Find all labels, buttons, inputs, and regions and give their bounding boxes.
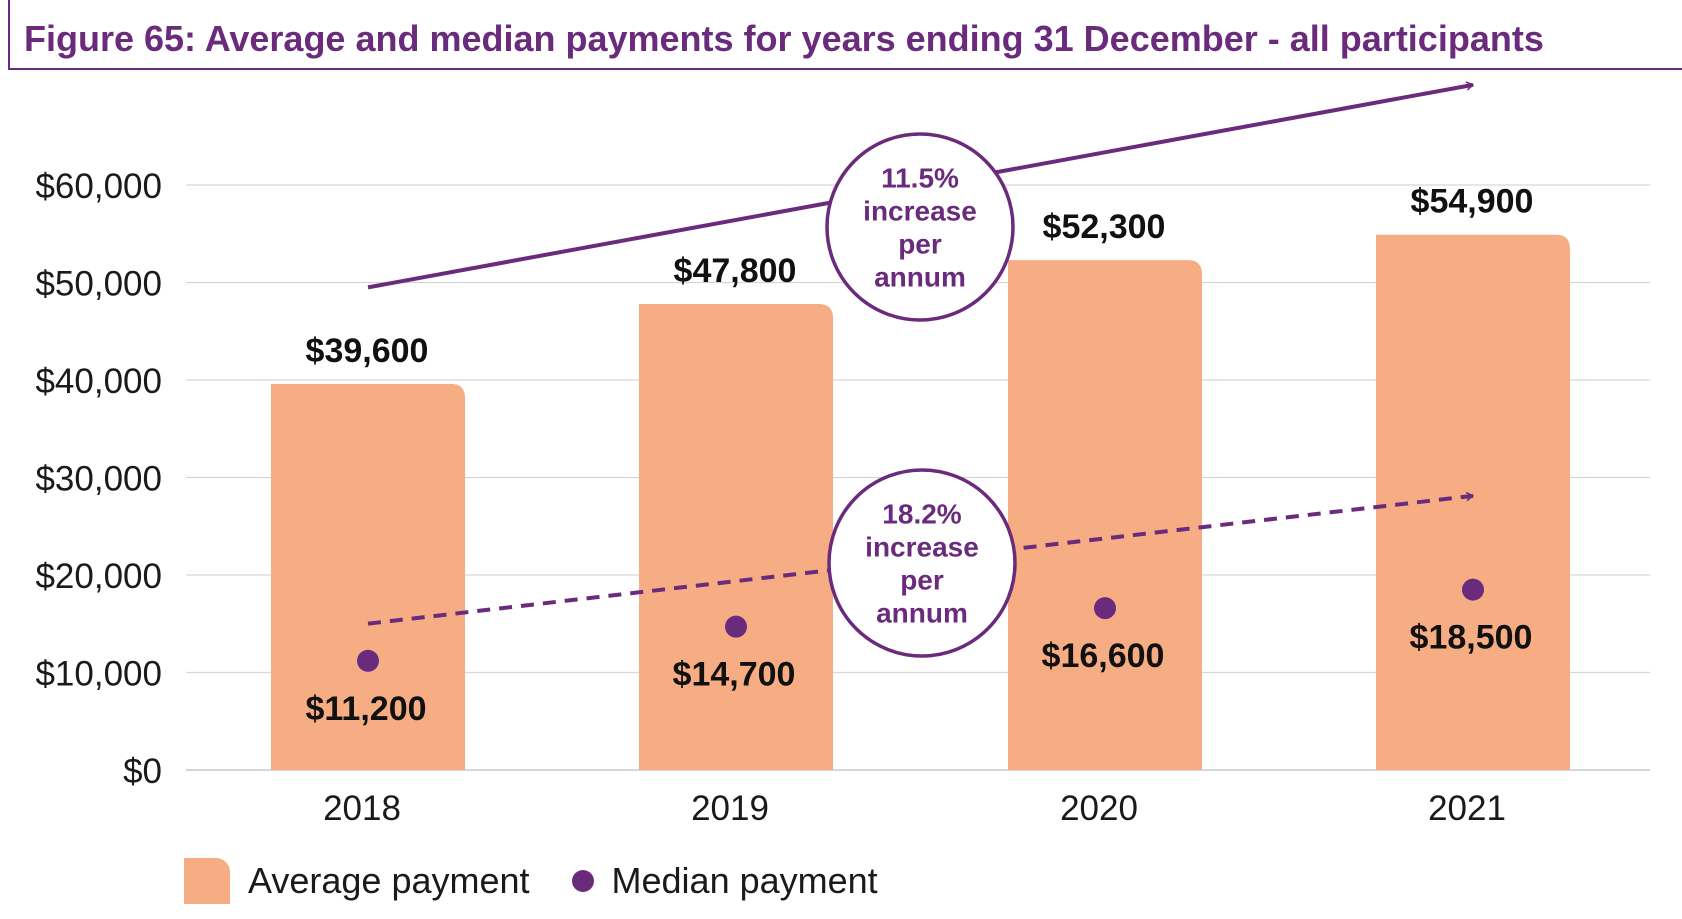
growth-annotation-circle: [827, 468, 1017, 658]
growth-annotation-text: annum: [876, 598, 968, 629]
bar-value-label: $52,300: [1043, 208, 1166, 246]
growth-annotation-text: 18.2%: [882, 499, 961, 530]
growth-annotation-circle: [825, 132, 1015, 322]
growth-annotation-text: 11.5%: [881, 163, 959, 194]
y-tick-label: $0: [123, 752, 162, 791]
y-tick-label: $40,000: [35, 362, 162, 401]
x-tick-label: 2019: [691, 789, 769, 828]
y-tick-label: $10,000: [35, 655, 162, 694]
x-tick-label: 2020: [1060, 789, 1138, 828]
figure-title: Figure 65: Average and median payments f…: [24, 18, 1544, 59]
median-point: [357, 649, 379, 672]
median-value-label: $11,200: [305, 690, 426, 728]
median-point: [1094, 597, 1116, 620]
growth-annotation-text: per: [900, 565, 944, 596]
legend-swatch-average: [184, 858, 230, 904]
bar-average-payment: [271, 383, 465, 770]
legend-swatch-median: [571, 870, 594, 892]
median-value-label: $16,600: [1042, 637, 1165, 675]
chart-legend: Average payment Median payment: [184, 858, 920, 904]
bar-average-payment: [1376, 234, 1570, 771]
x-tick-label: 2021: [1428, 789, 1506, 828]
growth-annotation-text: increase: [863, 196, 977, 227]
legend-item-average: Average payment: [184, 858, 530, 904]
median-point: [725, 615, 747, 638]
bar-average-payment: [639, 303, 833, 770]
bar-value-label: $54,900: [1411, 183, 1534, 221]
y-tick-label: $60,000: [35, 167, 162, 206]
growth-annotation-text: increase: [865, 532, 979, 563]
median-point: [1462, 578, 1484, 601]
growth-annotation-text: annum: [874, 262, 966, 293]
figure-header: Figure 65: Average and median payments f…: [8, 0, 1682, 70]
y-tick-label: $20,000: [35, 557, 162, 596]
y-tick-label: $50,000: [35, 265, 162, 304]
bar-average-payment: [1008, 260, 1202, 770]
legend-item-median: Median payment: [571, 860, 878, 902]
median-value-label: $18,500: [1410, 619, 1533, 657]
median-value-label: $14,700: [673, 656, 796, 694]
bar-value-label: $39,600: [306, 332, 429, 370]
x-tick-label: 2018: [323, 789, 401, 828]
legend-label-average: Average payment: [248, 860, 530, 901]
y-tick-label: $30,000: [35, 460, 162, 499]
growth-annotation-text: per: [898, 229, 942, 260]
legend-label-median: Median payment: [611, 860, 878, 901]
bar-value-label: $47,800: [674, 252, 797, 290]
